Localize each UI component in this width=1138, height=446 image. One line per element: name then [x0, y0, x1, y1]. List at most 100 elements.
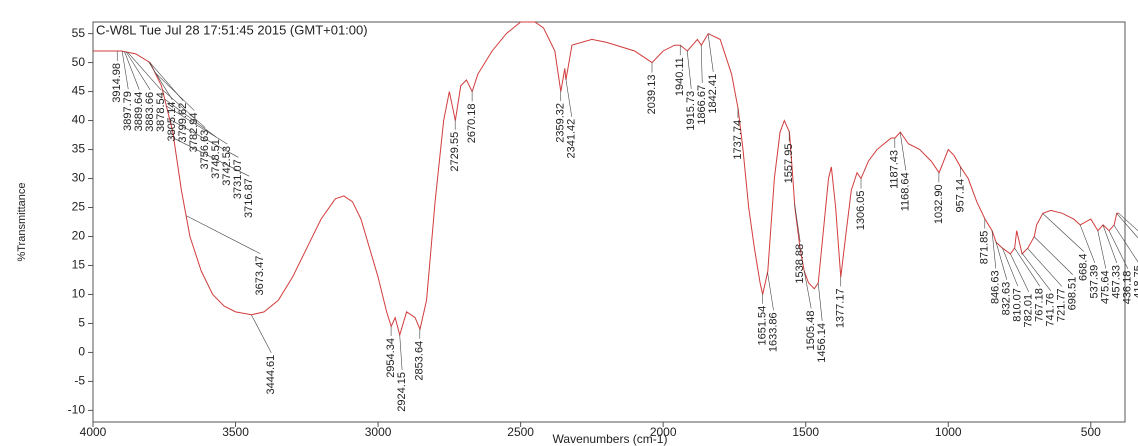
peak-leader	[1042, 213, 1084, 252]
peak-leader	[399, 334, 403, 371]
peak-leader	[803, 270, 812, 309]
peak-leader	[1079, 224, 1096, 263]
peak-label: 1557.95	[783, 144, 795, 184]
peak-label: 957.14	[954, 179, 966, 213]
peak-leader	[817, 282, 823, 321]
peak-label: 1633.86	[767, 312, 779, 352]
x-tick-label: 4000	[80, 425, 107, 439]
peak-leader	[1102, 224, 1118, 264]
x-axis-label: Wavenumbers (cm-1)	[553, 432, 668, 446]
peak-label: 832.63	[1001, 282, 1013, 316]
y-tick-label: 0	[78, 345, 85, 359]
y-tick-label: 5	[78, 316, 85, 330]
y-tick-label: 50	[72, 55, 86, 69]
peak-leader	[154, 72, 195, 111]
peak-label: 2954.34	[385, 338, 397, 378]
peak-label: 721.77	[1056, 288, 1068, 322]
peak-leader	[995, 241, 1008, 280]
peak-leader	[125, 51, 151, 91]
peak-label: 698.51	[1067, 277, 1079, 311]
peak-leader	[166, 105, 228, 145]
peak-label: 1651.54	[756, 306, 768, 346]
y-tick-label: 15	[72, 258, 86, 272]
peak-label: 2853.64	[414, 341, 426, 381]
peak-label: 3756.63	[199, 130, 211, 170]
peak-label: 475.64	[1100, 270, 1112, 304]
peak-label: 871.85	[979, 231, 991, 265]
x-tick-label: 3500	[222, 425, 249, 439]
peak-label: 1940.11	[674, 57, 686, 96]
peak-label: 2729.55	[449, 132, 461, 172]
peak-label: 3716.87	[243, 178, 255, 218]
y-tick-label: 30	[72, 171, 86, 185]
peak-leader	[794, 203, 801, 242]
peak-label: 2670.18	[466, 103, 478, 143]
y-tick-label: -5	[74, 374, 85, 388]
peak-label: 3889.64	[133, 92, 145, 132]
x-tick-label: 2500	[507, 425, 534, 439]
peak-leader	[121, 51, 129, 90]
peak-label: 741.76	[1045, 293, 1057, 327]
peak-leader	[251, 314, 272, 353]
peak-leader	[124, 51, 140, 90]
y-tick-label: 55	[72, 26, 86, 40]
peak-label: 3782.94	[188, 112, 200, 152]
y-tick-label: 35	[72, 142, 86, 156]
peak-label: 3673.47	[254, 256, 266, 296]
peak-leader	[169, 119, 239, 158]
peak-leader	[162, 89, 206, 128]
chart-title: C-W8L Tue Jul 28 17:51:45 2015 (GMT+01:0…	[96, 22, 368, 37]
peak-leader	[1118, 213, 1138, 232]
peak-leader	[1014, 247, 1041, 287]
peak-label: 2924.15	[396, 372, 408, 412]
peak-leader	[1097, 230, 1107, 269]
y-tick-label: 20	[72, 229, 86, 243]
peak-leader	[1021, 252, 1052, 292]
peak-label: 3799.62	[177, 103, 189, 143]
peak-leader	[1002, 247, 1019, 287]
peak-leader	[1027, 248, 1063, 287]
peak-leader	[767, 272, 774, 311]
x-tick-label: 500	[1081, 425, 1101, 439]
y-tick-label: -10	[68, 403, 86, 417]
peak-label: 1538.88	[794, 244, 806, 284]
peak-leader	[1113, 224, 1138, 263]
peak-label: 3914.98	[111, 63, 123, 103]
peak-leader	[707, 33, 714, 72]
peak-label: 457.33	[1111, 265, 1123, 299]
y-tick-label: 45	[72, 84, 86, 98]
peak-label: 436.18	[1122, 271, 1134, 305]
peak-label: 846.63	[990, 270, 1002, 304]
peak-label: 3748.51	[210, 139, 222, 179]
peak-label: 3897.79	[122, 91, 134, 131]
peak-label: 1866.67	[696, 85, 708, 125]
peak-label: 3444.61	[265, 355, 277, 395]
y-axis-label: %Transmittance	[16, 182, 28, 261]
peak-leader	[700, 44, 703, 83]
peak-label: 3742.53	[221, 146, 233, 186]
peak-label: 1456.14	[816, 323, 828, 363]
peak-label: 537.39	[1089, 265, 1101, 299]
peak-label: 668.4	[1078, 254, 1090, 282]
y-tick-label: 25	[72, 200, 86, 214]
peak-label: 1187.43	[889, 150, 901, 189]
peak-leader	[899, 132, 907, 171]
plot-frame	[92, 21, 1126, 423]
peak-label: 418.75	[1133, 265, 1138, 299]
peak-label: 1377.17	[835, 288, 847, 328]
peak-label: 3878.54	[155, 92, 167, 132]
peak-leader	[1108, 230, 1129, 269]
peak-label: 3883.66	[144, 92, 156, 132]
peak-leader	[185, 215, 261, 254]
peak-label: 810.07	[1012, 288, 1024, 322]
peak-label: 2341.42	[566, 119, 578, 159]
peak-label: 1737.74	[732, 120, 744, 160]
peak-label: 2359.32	[555, 103, 567, 143]
peak-label: 1306.05	[855, 191, 867, 231]
peak-label: 1032.90	[933, 184, 945, 224]
peak-label: 767.18	[1034, 288, 1046, 322]
peak-leader	[1033, 236, 1073, 275]
peak-leader	[565, 78, 573, 117]
peak-leader	[127, 52, 162, 91]
